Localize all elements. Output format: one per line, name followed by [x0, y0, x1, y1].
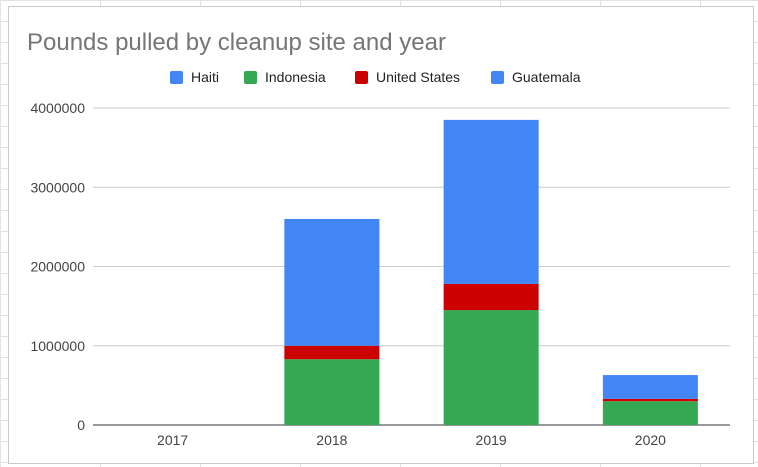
chart-legend: Haiti Indonesia United States Guatemala: [170, 69, 581, 85]
bar-indonesia-2019: [443, 310, 539, 425]
x-tick-label: 2017: [157, 432, 188, 448]
legend-swatch: [355, 71, 368, 84]
x-tick-label: 2018: [316, 432, 347, 448]
y-tick-label: 0: [77, 417, 85, 433]
legend-swatch: [491, 71, 504, 84]
legend-label: Guatemala: [512, 69, 581, 85]
legend-label: Haiti: [191, 69, 219, 85]
x-tick-label: 2020: [635, 432, 666, 448]
bar-guatemala-2020: [602, 375, 698, 399]
x-axis: 2017 2018 2019 2020: [157, 432, 666, 448]
y-tick-label: 2000000: [30, 259, 85, 275]
legend-label: Indonesia: [265, 69, 326, 85]
y-tick-label: 1000000: [30, 338, 85, 354]
y-tick-label: 3000000: [30, 179, 85, 195]
bar-indonesia-2020: [602, 401, 698, 425]
legend-swatch: [170, 71, 183, 84]
bar-united-states-2020: [602, 398, 698, 402]
bar-guatemala-2019: [443, 119, 539, 284]
bar-indonesia-2018: [284, 359, 380, 425]
chart-title: Pounds pulled by cleanup site and year: [27, 29, 446, 56]
bar-united-states-2019: [443, 283, 539, 311]
chart-gridlines: 0 1000000 2000000 3000000 4000000: [30, 100, 730, 433]
legend-label: United States: [376, 69, 460, 85]
bar-united-states-2018: [284, 345, 380, 360]
legend-swatch: [244, 71, 257, 84]
y-tick-label: 4000000: [30, 100, 85, 116]
chart-bars: [284, 119, 698, 425]
x-tick-label: 2019: [476, 432, 507, 448]
bar-guatemala-2018: [284, 218, 380, 346]
